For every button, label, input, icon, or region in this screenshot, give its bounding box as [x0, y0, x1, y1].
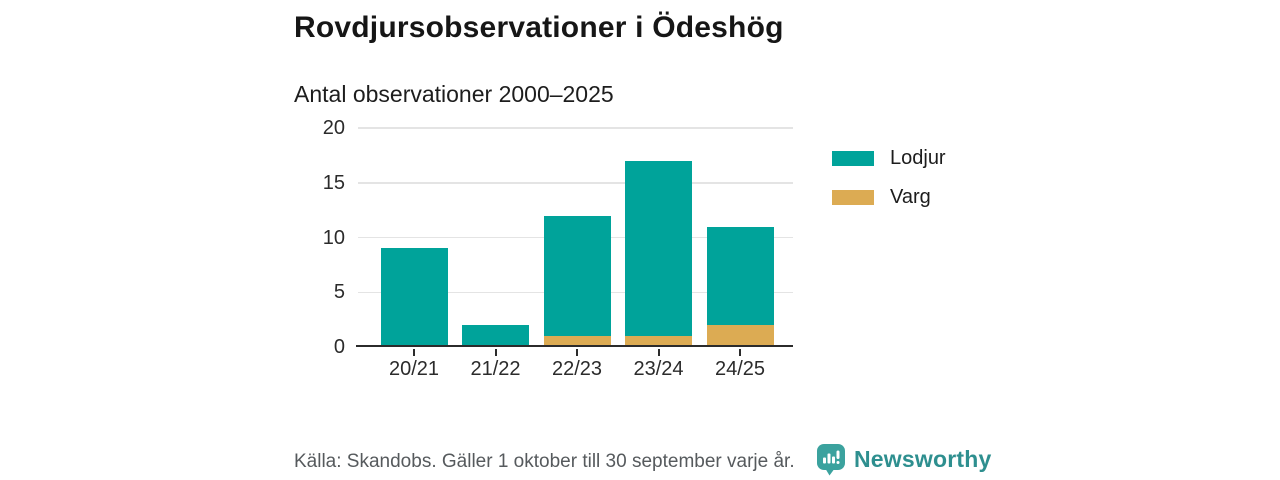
- x-tick-label: 20/21: [388, 358, 440, 380]
- bar-segment-varg-23-24: [625, 336, 692, 347]
- legend-swatch-lodjur: [832, 150, 874, 166]
- chart-title: Rovdjursobservationer i Ödeshög: [294, 11, 784, 44]
- legend-label: Lodjur: [890, 147, 946, 169]
- newsworthy-logo-icon: [817, 444, 845, 476]
- gridline-20: [358, 127, 793, 129]
- y-tick-label: 20: [322, 117, 345, 139]
- legend-label: Varg: [890, 186, 931, 208]
- x-tick-mark: [739, 349, 741, 356]
- newsworthy-wordmark: Newsworthy: [854, 446, 992, 472]
- x-axis-line: [356, 344, 793, 347]
- x-tick-label: 23/24: [633, 358, 684, 380]
- legend-item-varg: Varg: [832, 186, 946, 208]
- bar-segment-lodjur-22-23: [543, 215, 611, 337]
- bar-segment-lodjur-23-24: [625, 160, 692, 337]
- source-note: Källa: Skandobs. Gäller 1 oktober till 3…: [294, 451, 795, 472]
- y-tick-label: 0: [333, 336, 345, 358]
- chart-subtitle: Antal observationer 2000–2025: [294, 81, 614, 107]
- plot-area: 20/21 21/22 22/23 23/24 24/25: [356, 127, 793, 380]
- x-tick-mark: [657, 349, 660, 356]
- y-tick-label: 10: [322, 226, 345, 249]
- bar-segment-lodjur-24-25: [706, 226, 774, 326]
- bar-segment-varg-22-23: [543, 336, 611, 347]
- y-axis-labels: 0 5 10 15 20: [290, 117, 345, 358]
- x-tick-mark: [576, 349, 578, 356]
- x-tick-mark: [413, 349, 415, 356]
- x-tick-label: 21/22: [470, 358, 521, 380]
- x-tick-mark: [494, 349, 497, 356]
- x-tick-label: 22/23: [551, 358, 603, 380]
- bar-segment-lodjur-21-22: [462, 325, 529, 347]
- x-tick-label: 24/25: [714, 358, 766, 380]
- legend-swatch-varg: [832, 189, 874, 205]
- gridline-15: [358, 182, 793, 184]
- legend: Lodjur Varg: [832, 147, 946, 225]
- legend-item-lodjur: Lodjur: [832, 147, 946, 169]
- bar-segment-varg-24-25: [706, 325, 774, 347]
- bar-segment-lodjur-20-21: [380, 248, 448, 347]
- y-tick-label: 5: [333, 281, 345, 304]
- newsworthy-brand: Newsworthy: [816, 443, 991, 476]
- y-tick-label: 15: [322, 171, 345, 194]
